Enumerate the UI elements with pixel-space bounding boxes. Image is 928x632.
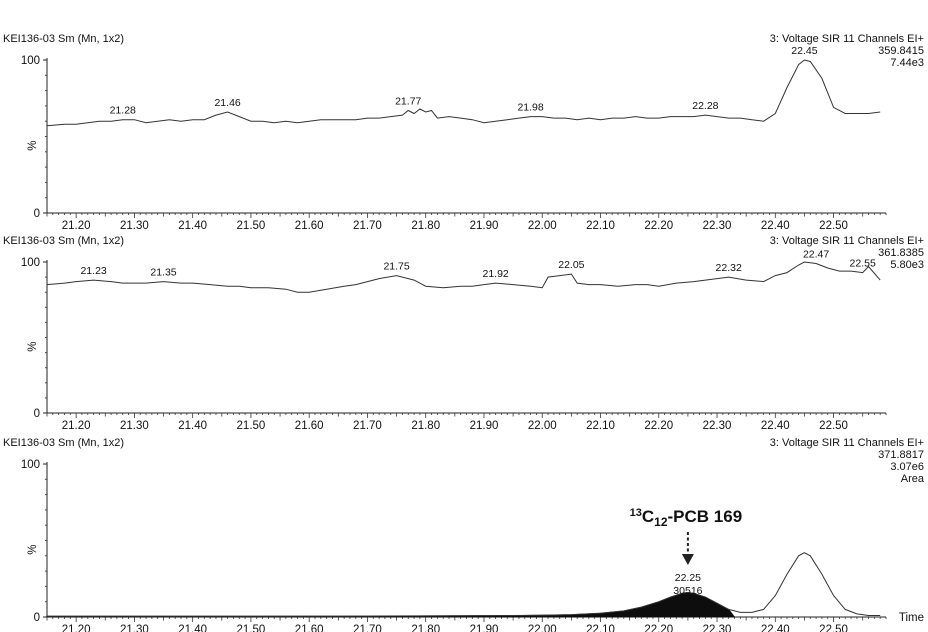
annotation-arrow-head: [681, 554, 694, 565]
peak-label: 22.28: [692, 100, 718, 112]
x-tick-label: 22.30: [703, 420, 732, 432]
x-tick-label: 21.40: [178, 420, 207, 432]
peak-label: 21.46: [214, 97, 240, 109]
x-tick-label: 22.40: [761, 220, 790, 232]
x-tick-label: 21.60: [295, 420, 324, 432]
x-tick-label: 22.20: [644, 624, 673, 632]
x-tick-label: 21.20: [62, 220, 91, 232]
panel-header-left: KEI136-03 Sm (Mn, 1x2): [3, 235, 124, 247]
x-tick-label: 21.90: [470, 220, 499, 232]
x-tick-label: 22.20: [644, 220, 673, 232]
x-tick-label: 21.80: [411, 220, 440, 232]
peak-label: 21.28: [110, 105, 136, 117]
x-tick-label: 22.20: [644, 420, 673, 432]
panel-header-right-line: 3: Voltage SIR 11 Channels EI+: [770, 235, 924, 247]
x-tick-label: 22.40: [761, 420, 790, 432]
panel-header-right-line: 3: Voltage SIR 11 Channels EI+: [770, 33, 924, 45]
x-tick-label: 21.50: [237, 220, 266, 232]
panel-header-right-line: 361.8385: [878, 247, 924, 259]
x-tick-label: 22.50: [819, 624, 848, 632]
x-tick-label: 22.40: [761, 624, 790, 632]
panel-header-right-line: 3.07e6: [890, 461, 924, 473]
x-tick-label: 22.10: [586, 624, 615, 632]
peak-label: 21.98: [517, 102, 543, 114]
x-axis-label: Time: [899, 612, 924, 624]
annotation-sub: 12: [654, 515, 668, 529]
panel-header-right-line: 359.8415: [878, 45, 924, 57]
x-tick-label: 22.00: [528, 624, 557, 632]
x-tick-label: 22.00: [528, 220, 557, 232]
y-tick-label: 0: [34, 408, 40, 420]
panel-header-right-line: 5.80e3: [890, 259, 924, 271]
x-tick-label: 21.80: [411, 420, 440, 432]
y-tick-label: %: [27, 545, 39, 555]
x-tick-label: 21.30: [120, 420, 149, 432]
annotation-sup: 13: [630, 507, 642, 519]
y-tick-label: 100: [21, 257, 40, 269]
x-tick-label: 22.30: [703, 624, 732, 632]
peak-label: 21.92: [482, 268, 508, 280]
x-tick-label: 21.30: [120, 220, 149, 232]
integrated-peak-area-value: 30516: [673, 585, 702, 597]
peak-label: 21.23: [80, 265, 106, 277]
panel-header-right-line: 371.8817: [878, 449, 924, 461]
panel-header-left: KEI136-03 Sm (Mn, 1x2): [3, 33, 124, 45]
annotation-tail: -PCB 169: [668, 507, 743, 526]
x-tick-label: 21.70: [353, 220, 382, 232]
peak-label: 21.35: [150, 267, 176, 279]
x-tick-label: 22.10: [586, 420, 615, 432]
panel-header-right-line: 7.44e3: [890, 57, 924, 69]
chromatogram-panel-3: KEI136-03 Sm (Mn, 1x2) 3: Voltage SIR 11 …: [3, 437, 925, 632]
peak-label: 22.45: [791, 45, 817, 57]
x-tick-label: 21.30: [120, 624, 149, 632]
y-tick-label: %: [27, 342, 39, 352]
x-tick-label: 22.10: [586, 220, 615, 232]
x-tick-label: 21.40: [178, 624, 207, 632]
x-tick-label: 21.90: [470, 624, 499, 632]
y-tick-label: 100: [21, 459, 40, 471]
series-trace: [47, 552, 881, 617]
x-tick-label: 21.50: [237, 420, 266, 432]
peak-label: 22.05: [558, 259, 584, 271]
x-tick-label: 21.60: [295, 220, 324, 232]
peak-label: 21.75: [383, 261, 409, 273]
x-tick-label: 21.50: [237, 624, 266, 632]
series-trace: [46, 261, 881, 293]
x-tick-label: 21.70: [353, 624, 382, 632]
x-tick-label: 21.70: [353, 420, 382, 432]
series-trace: [46, 59, 881, 127]
y-tick-label: 100: [21, 55, 40, 67]
peak-label: 21.77: [395, 95, 421, 107]
peak-label: 22.55: [850, 258, 876, 270]
panel-header-right-line: 3: Voltage SIR 11 Channels EI+: [770, 437, 924, 449]
x-tick-label: 22.00: [528, 420, 557, 432]
annotation-main: C: [642, 507, 654, 526]
panel-header-right-line: Area: [901, 473, 925, 485]
compound-annotation: 13C12-PCB 169: [630, 507, 743, 529]
panel-header-left: KEI136-03 Sm (Mn, 1x2): [3, 437, 124, 449]
x-tick-label: 21.60: [295, 624, 324, 632]
x-tick-label: 22.50: [819, 220, 848, 232]
x-tick-label: 21.80: [411, 624, 440, 632]
y-tick-label: 0: [34, 612, 40, 624]
x-tick-label: 21.20: [62, 624, 91, 632]
x-tick-label: 21.90: [470, 420, 499, 432]
y-tick-label: 0: [34, 208, 40, 220]
peak-label: 22.32: [716, 262, 742, 274]
chromatogram-panel-1: KEI136-03 Sm (Mn, 1x2) 3: Voltage SIR 11 …: [3, 33, 924, 232]
x-tick-label: 21.20: [62, 420, 91, 432]
y-tick-label: %: [27, 141, 39, 151]
x-tick-label: 22.30: [703, 220, 732, 232]
chromatogram-panel-2: KEI136-03 Sm (Mn, 1x2) 3: Voltage SIR 11 …: [3, 235, 924, 432]
x-tick-label: 22.50: [819, 420, 848, 432]
peak-label: 22.47: [803, 249, 829, 261]
integrated-peak-area: [46, 592, 736, 618]
integrated-peak-time: 22.25: [675, 572, 701, 584]
x-tick-label: 21.40: [178, 220, 207, 232]
